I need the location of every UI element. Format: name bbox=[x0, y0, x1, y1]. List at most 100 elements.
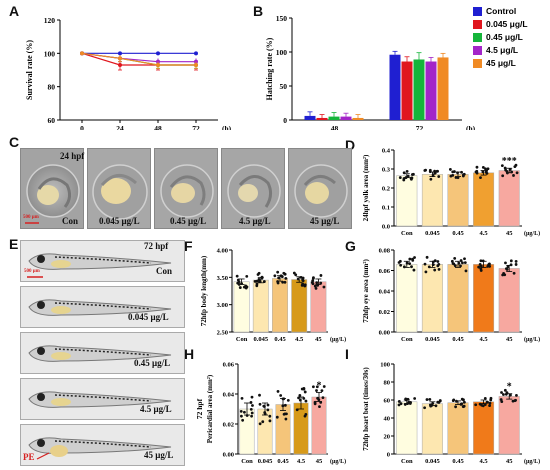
panel-letter-i: I bbox=[345, 346, 349, 362]
data-point bbox=[405, 261, 409, 265]
y-tick-label: 0 bbox=[387, 452, 390, 459]
data-point bbox=[322, 385, 326, 388]
data-point bbox=[475, 165, 479, 169]
larva-image-45ug bbox=[20, 424, 185, 466]
data-point bbox=[514, 263, 518, 266]
bar bbox=[421, 403, 443, 455]
data-point bbox=[299, 275, 303, 279]
y-tick-label: 120 bbox=[44, 16, 56, 25]
x-tick-label: 0.45 bbox=[452, 458, 464, 465]
data-point bbox=[302, 397, 306, 400]
data-point bbox=[255, 282, 259, 286]
data-point bbox=[311, 385, 315, 389]
data-point bbox=[237, 283, 241, 286]
data-point bbox=[262, 280, 266, 283]
data-point bbox=[462, 404, 466, 408]
bar bbox=[447, 264, 469, 333]
x-unit-label: (μg/L) bbox=[330, 336, 346, 343]
data-point bbox=[297, 396, 300, 400]
data-point bbox=[273, 274, 277, 278]
legend-swatch bbox=[473, 33, 482, 42]
data-point bbox=[478, 262, 482, 266]
data-point bbox=[250, 395, 254, 399]
time-label: 24 hpf bbox=[60, 151, 85, 161]
bar bbox=[252, 279, 269, 333]
panel-letter-d: D bbox=[345, 137, 356, 153]
data-point bbox=[80, 51, 84, 56]
panel-letter-c: C bbox=[9, 134, 20, 150]
legend-item: 4.5 μg/L bbox=[473, 45, 549, 57]
data-point bbox=[156, 51, 160, 56]
y-axis-title: Pericardial area (mm²) bbox=[206, 374, 214, 443]
data-point bbox=[488, 401, 492, 405]
data-point bbox=[460, 170, 463, 174]
panel-letter-g: G bbox=[345, 238, 356, 254]
data-point bbox=[459, 259, 463, 262]
y-axis-title: 24hpf yolk area (mm²) bbox=[362, 154, 370, 221]
bar bbox=[340, 116, 352, 120]
data-point bbox=[423, 406, 427, 410]
data-point bbox=[481, 166, 485, 169]
egg-image-045 bbox=[154, 148, 218, 229]
data-point bbox=[118, 63, 122, 67]
panel-letter-f: F bbox=[184, 238, 193, 254]
data-point bbox=[434, 404, 438, 408]
data-point bbox=[319, 401, 323, 404]
data-point bbox=[399, 263, 403, 267]
data-point bbox=[431, 401, 435, 405]
x-tick-label: 4.5 bbox=[480, 458, 489, 465]
legend-label: Control bbox=[486, 6, 517, 16]
y-axis-title: 72hfp eye area (mm²) bbox=[362, 259, 370, 323]
data-point bbox=[261, 420, 265, 424]
data-point bbox=[250, 414, 253, 418]
x-tick-label: 0.45 bbox=[277, 458, 289, 465]
data-point bbox=[453, 264, 457, 268]
bar bbox=[498, 396, 520, 455]
legend-swatch bbox=[473, 46, 482, 55]
data-point bbox=[240, 414, 243, 418]
x-tick-label: 45 bbox=[316, 458, 323, 465]
x-tick-label: Con bbox=[236, 336, 248, 343]
x-tick-label: 4.5 bbox=[480, 230, 489, 237]
data-point bbox=[451, 170, 455, 174]
data-point bbox=[449, 174, 453, 178]
legend: Control 0.045 μg/L 0.45 μg/L 4.5 μg/L 45… bbox=[473, 6, 550, 68]
embryo-drawing bbox=[222, 149, 284, 228]
panel-letter-b: B bbox=[253, 3, 264, 19]
data-point bbox=[431, 173, 435, 177]
egg-image-con bbox=[20, 148, 84, 229]
data-point bbox=[315, 281, 319, 285]
data-point bbox=[237, 280, 241, 284]
data-point bbox=[479, 176, 482, 180]
data-point bbox=[281, 280, 285, 284]
y-tick-label: 0.00 bbox=[379, 330, 390, 337]
treatment-label: 0.045 μg/L bbox=[128, 312, 169, 322]
treatment-label: 0.45 μg/L bbox=[170, 216, 207, 226]
data-point bbox=[322, 285, 326, 289]
chart-body-length: 2.50 3.00 3.50 4.00 Con 0.045 0.45 4.5 45 (μg/L) 7… bbox=[200, 248, 346, 344]
data-point bbox=[318, 405, 321, 409]
data-point bbox=[285, 412, 288, 416]
chart-yolk-area: 0.0 0.1 0.2 0.3 0.4 Con 0.045 0.45 4.5 45 *** (μg/L… bbox=[362, 148, 540, 238]
data-point bbox=[477, 265, 481, 269]
y-tick-label: 0.1 bbox=[382, 205, 390, 212]
data-point bbox=[239, 409, 243, 413]
data-point bbox=[423, 262, 427, 266]
data-point bbox=[258, 280, 261, 283]
x-tick-label: 0.045 bbox=[253, 336, 268, 343]
panel-e-larva-images: 72 hpf 500 μm Con 0.045 μg/L 0.45 μg/L 4… bbox=[20, 240, 185, 466]
data-point bbox=[266, 408, 270, 412]
data-point bbox=[474, 403, 478, 407]
data-point bbox=[462, 173, 465, 177]
bar bbox=[396, 264, 418, 333]
y-tick-label: 3.50 bbox=[217, 275, 228, 282]
data-point bbox=[427, 265, 431, 269]
y-tick-label: 80 bbox=[48, 83, 56, 92]
data-point bbox=[281, 404, 285, 408]
data-point bbox=[437, 401, 441, 404]
treatment-label: 45 μg/L bbox=[310, 216, 340, 226]
data-point bbox=[424, 168, 427, 172]
legend-swatch bbox=[473, 20, 482, 29]
data-point bbox=[431, 263, 435, 267]
data-point bbox=[253, 280, 257, 283]
